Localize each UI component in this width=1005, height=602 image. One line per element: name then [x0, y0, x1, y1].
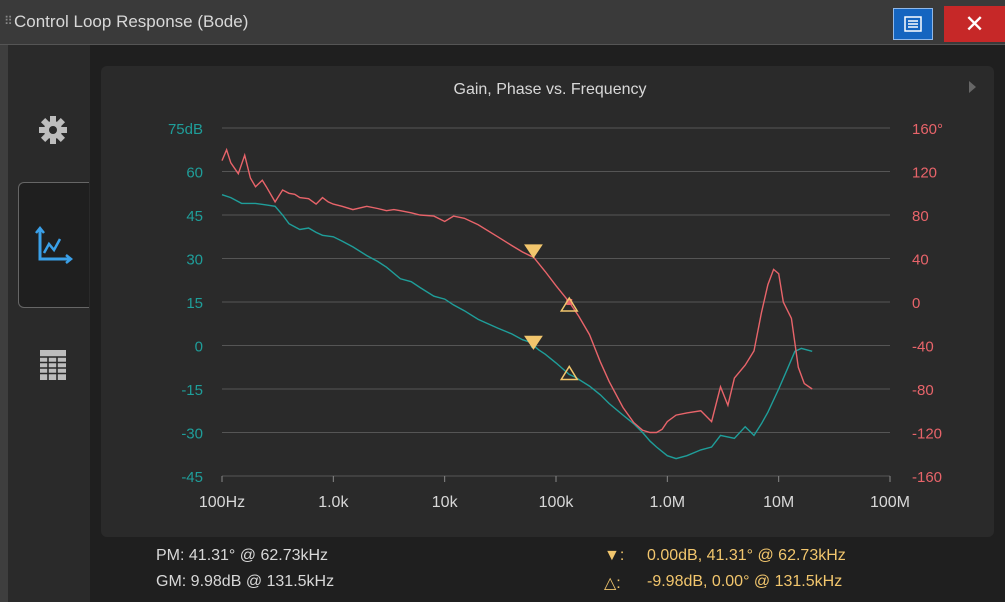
gain-margin-readout: GM: 9.98dB @ 131.5kHz: [156, 573, 335, 590]
marker1-gain-triangle[interactable]: [524, 335, 543, 350]
window-edge: [0, 45, 8, 602]
close-button[interactable]: ✕: [944, 6, 1005, 42]
y-left-tick-label: 15: [186, 295, 203, 312]
y-left-tick-label: 60: [186, 165, 203, 182]
window-title: Control Loop Response (Bode): [14, 12, 249, 31]
marker2-phase-triangle[interactable]: [559, 296, 579, 312]
line-chart-icon: [35, 225, 74, 264]
marker1-symbol: ▼:: [604, 547, 625, 564]
close-icon: ✕: [964, 10, 985, 38]
marker2-symbol: △:: [604, 575, 621, 592]
phase-margin-readout: PM: 41.31° @ 62.73kHz: [156, 547, 329, 564]
y-right-tick-label: -160: [912, 469, 942, 486]
gear-icon: [39, 116, 67, 144]
y-right-tick-label: 40: [912, 252, 929, 269]
tab-settings[interactable]: [18, 95, 88, 165]
y-left-tick-label: -30: [181, 426, 203, 443]
y-right-tick-label: 80: [912, 208, 929, 225]
y-right-tick-label: -80: [912, 382, 934, 399]
y-left-tick-label: 0: [195, 339, 203, 356]
gain-series-line: [221, 194, 813, 460]
y-left-tick-label: 45: [186, 208, 203, 225]
phase-series-line: [221, 147, 813, 434]
menu-button[interactable]: [893, 8, 933, 40]
x-tick-label: 100k: [539, 494, 575, 511]
y-left-tick-label: -15: [181, 382, 203, 399]
y-right-tick-label: 0: [912, 295, 920, 312]
panel-expand-icon[interactable]: [969, 81, 976, 93]
x-tick-label: 100M: [870, 494, 910, 511]
tab-table[interactable]: [18, 330, 88, 400]
y-left-tick-label: 75dB: [168, 121, 203, 138]
y-left-tick-label: -45: [181, 469, 203, 486]
y-right-tick-label: 160°: [912, 121, 943, 138]
y-right-tick-label: 120: [912, 165, 937, 182]
marker2-gain-triangle[interactable]: [559, 365, 579, 381]
chart-title: Gain, Phase vs. Frequency: [454, 81, 647, 98]
marker2-readout: -9.98dB, 0.00° @ 131.5kHz: [647, 573, 843, 590]
x-tick-label: 1.0M: [650, 494, 686, 511]
x-tick-label: 1.0k: [318, 494, 349, 511]
y-left-tick-label: 30: [186, 252, 203, 269]
list-icon: [904, 16, 922, 32]
marker1-readout: 0.00dB, 41.31° @ 62.73kHz: [647, 547, 846, 564]
phase-crossover-point: [566, 299, 573, 305]
tab-chart[interactable]: [18, 182, 89, 308]
marker1-phase-triangle[interactable]: [524, 244, 543, 259]
title-bar[interactable]: ⠿ Control Loop Response (Bode) ✕: [0, 0, 1005, 45]
x-tick-label: 10k: [432, 494, 459, 511]
drag-grip-icon[interactable]: ⠿: [4, 14, 13, 28]
x-tick-label: 100Hz: [199, 494, 245, 511]
x-tick-label: 10M: [763, 494, 794, 511]
table-icon: [40, 350, 66, 380]
y-right-tick-label: -40: [912, 339, 934, 356]
y-right-tick-label: -120: [912, 426, 942, 443]
